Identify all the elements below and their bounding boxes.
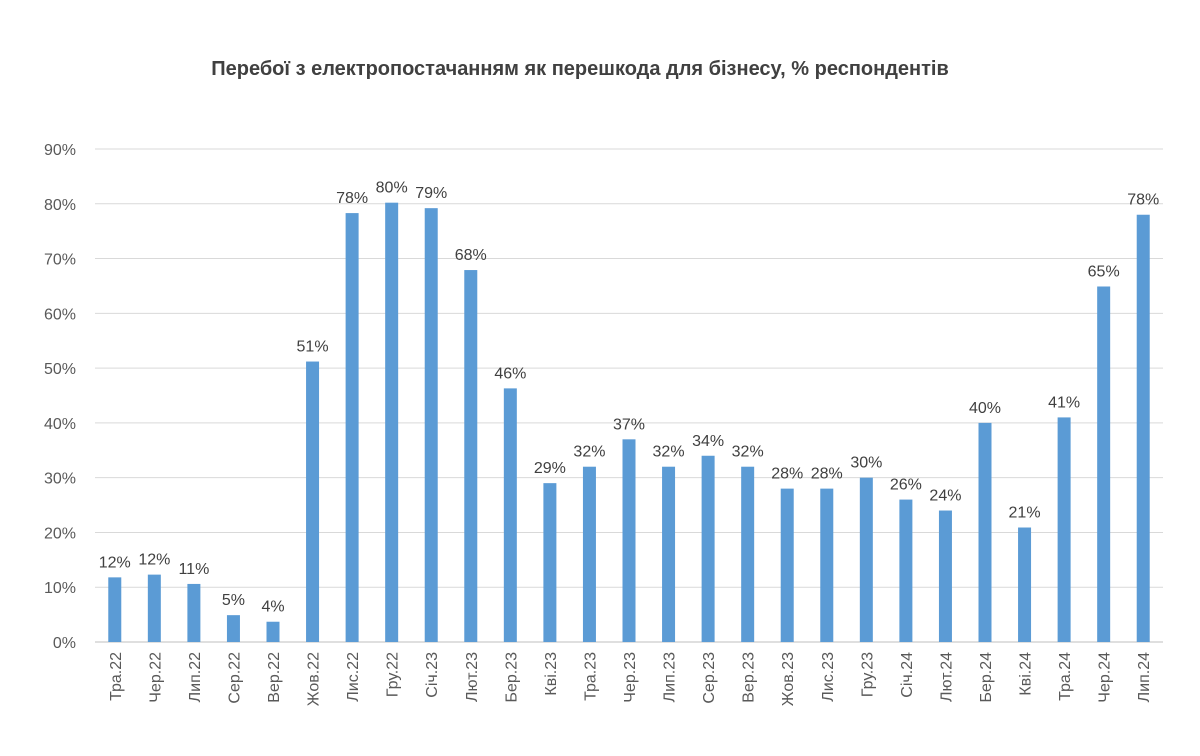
y-tick-label: 0% — [53, 635, 76, 652]
y-tick-label: 20% — [44, 525, 76, 542]
x-tick-label: Тра.22 — [108, 652, 125, 701]
y-tick-label: 30% — [44, 471, 76, 488]
x-tick-label: Жов.22 — [306, 652, 323, 706]
bar — [147, 574, 161, 642]
bar — [1057, 417, 1071, 642]
data-label: 28% — [811, 466, 843, 483]
data-label: 46% — [494, 365, 526, 382]
data-label: 32% — [653, 444, 685, 461]
x-tick-label: Вер.23 — [741, 652, 758, 703]
x-tick-label: Кві.23 — [543, 652, 560, 696]
bar — [582, 466, 596, 642]
bar — [187, 583, 201, 642]
bar — [424, 208, 438, 642]
bars — [108, 202, 1150, 642]
bar — [859, 477, 873, 642]
x-tick-label: Лют.23 — [464, 652, 481, 702]
bar — [780, 488, 794, 642]
bar — [306, 361, 320, 642]
data-label: 78% — [336, 190, 368, 207]
x-tick-label: Кві.24 — [1018, 652, 1035, 696]
bar — [226, 615, 240, 642]
x-tick-label: Чер.24 — [1097, 652, 1114, 703]
x-tick-label: Лип.22 — [187, 652, 204, 702]
x-tick-label: Жов.23 — [780, 652, 797, 706]
x-tick-label: Січ.24 — [899, 652, 916, 698]
bar — [266, 621, 280, 642]
data-label: 21% — [1009, 505, 1041, 522]
bar — [108, 577, 122, 642]
data-label: 29% — [534, 460, 566, 477]
data-label: 78% — [1127, 192, 1159, 209]
y-axis: 0% 10% 20% 30% 40% 50% 60% 70% 80% 90% — [44, 142, 76, 652]
data-label: 41% — [1048, 394, 1080, 411]
y-tick-label: 60% — [44, 306, 76, 323]
data-label: 26% — [890, 477, 922, 494]
data-labels: 12% 12% 11% 5% 4% 51% 78% 80% 79% 68% 46% 29% 32% 37%… — [99, 180, 1159, 616]
x-tick-label: Гру.23 — [859, 652, 876, 697]
bar — [978, 422, 992, 642]
bar — [701, 455, 715, 642]
x-tick-label: Сер.22 — [226, 652, 243, 704]
y-tick-label: 90% — [44, 142, 76, 159]
x-tick-label: Бер.24 — [978, 652, 995, 703]
bar — [938, 510, 952, 642]
data-label: 68% — [455, 247, 487, 264]
x-tick-label: Лип.24 — [1136, 652, 1153, 702]
data-label: 5% — [222, 592, 245, 609]
data-label: 34% — [692, 433, 724, 450]
data-label: 12% — [99, 554, 131, 571]
bar — [503, 388, 517, 642]
x-axis: Тра.22 Чер.22 Лип.22 Сер.22 Вер.22 Жов.22 Лис.… — [108, 652, 1153, 706]
x-tick-label: Тра.23 — [582, 652, 599, 701]
data-label: 28% — [771, 466, 803, 483]
bar — [662, 466, 676, 642]
x-tick-label: Сер.23 — [701, 652, 718, 704]
y-tick-label: 70% — [44, 252, 76, 269]
data-label: 80% — [376, 180, 408, 197]
data-label: 11% — [178, 561, 209, 578]
bar — [622, 439, 636, 642]
data-label: 32% — [732, 444, 764, 461]
data-label: 24% — [929, 488, 961, 505]
x-tick-label: Січ.23 — [424, 652, 441, 698]
x-tick-label: Лис.22 — [345, 652, 362, 702]
x-tick-label: Лип.23 — [662, 652, 679, 702]
x-tick-label: Тра.24 — [1057, 652, 1074, 701]
bar — [1136, 214, 1150, 642]
data-label: 79% — [415, 185, 447, 202]
data-label: 65% — [1088, 263, 1120, 280]
x-tick-label: Лис.23 — [820, 652, 837, 702]
y-tick-label: 40% — [44, 416, 76, 433]
x-tick-label: Гру.22 — [385, 652, 402, 697]
x-tick-label: Лют.24 — [938, 652, 955, 702]
bar — [899, 499, 913, 642]
y-tick-label: 80% — [44, 197, 76, 214]
x-tick-label: Бер.23 — [503, 652, 520, 703]
data-label: 51% — [297, 339, 329, 356]
data-label: 4% — [261, 599, 284, 616]
data-label: 37% — [613, 416, 645, 433]
data-label: 32% — [573, 444, 605, 461]
y-tick-label: 50% — [44, 361, 76, 378]
x-tick-label: Чер.22 — [147, 652, 164, 703]
bar — [1018, 527, 1032, 642]
data-label: 30% — [850, 455, 882, 472]
bar — [543, 483, 557, 642]
bar — [464, 270, 478, 642]
chart-title: Перебої з електропостачанням як перешкод… — [211, 58, 949, 80]
bar — [345, 213, 359, 642]
bar — [741, 466, 755, 642]
x-tick-label: Вер.22 — [266, 652, 283, 703]
y-tick-label: 10% — [44, 580, 76, 597]
bar — [385, 202, 399, 642]
data-label: 12% — [138, 552, 170, 569]
bar — [820, 488, 834, 642]
x-tick-label: Чер.23 — [622, 652, 639, 703]
data-label: 40% — [969, 400, 1001, 417]
bar — [1097, 286, 1111, 642]
